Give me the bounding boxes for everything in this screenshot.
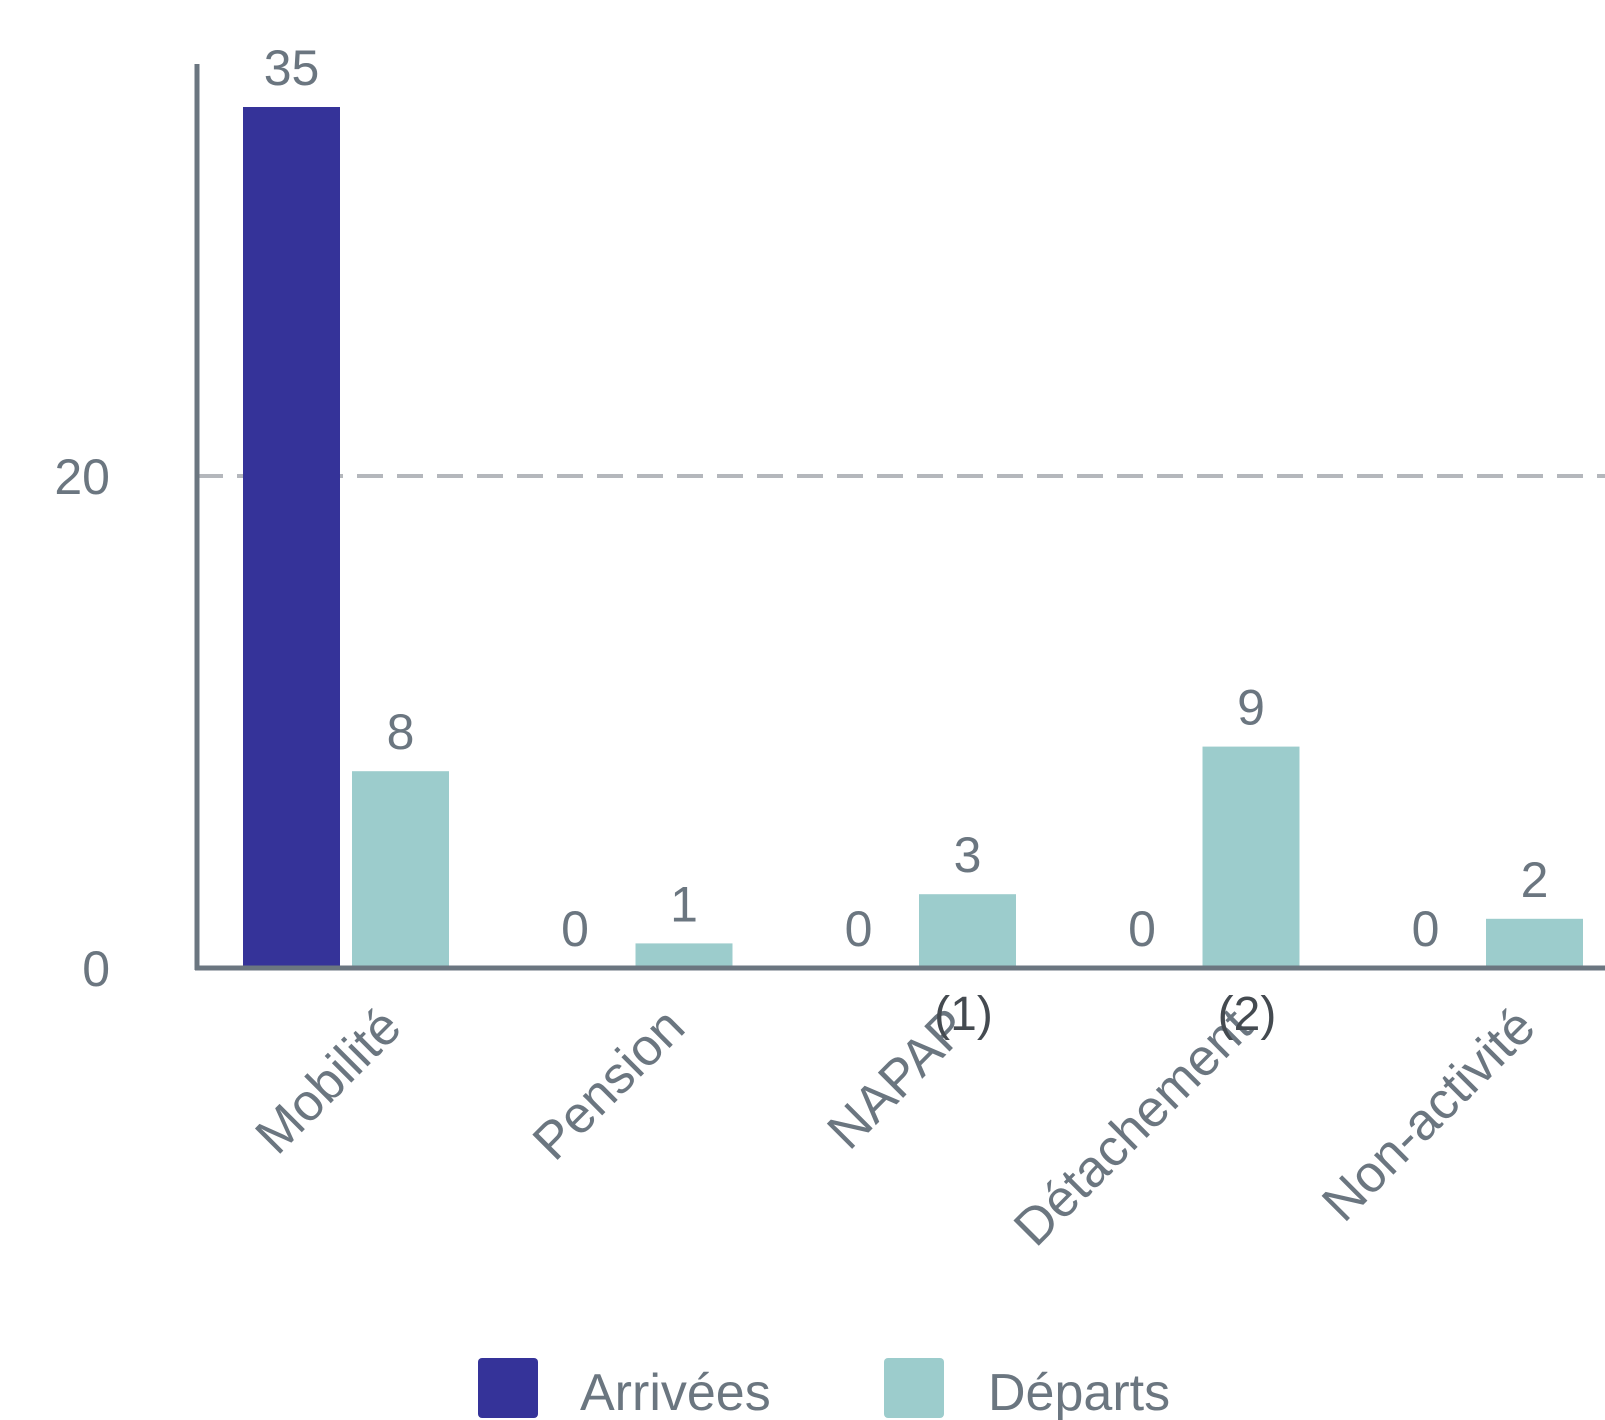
category-label: Non-activité xyxy=(1311,997,1546,1232)
data-label: 0 xyxy=(561,901,589,957)
data-label: 9 xyxy=(1237,680,1265,736)
y-tick-label: 0 xyxy=(82,941,110,997)
category-footnote: (1) xyxy=(934,988,993,1041)
legend-label: Arrivées xyxy=(580,1364,771,1420)
data-label: 3 xyxy=(954,827,982,883)
data-label: 0 xyxy=(845,901,873,957)
legend-swatch-dparts xyxy=(884,1358,944,1418)
data-label: 1 xyxy=(670,876,698,932)
y-tick-label: 20 xyxy=(54,449,110,505)
bar-dparts-2 xyxy=(919,894,1016,968)
data-label: 8 xyxy=(387,704,415,760)
category-label: Pension xyxy=(522,997,696,1171)
legend-label: Départs xyxy=(988,1364,1170,1420)
data-label: 0 xyxy=(1412,901,1440,957)
bar-dparts-1 xyxy=(635,943,733,968)
category-label: Mobilité xyxy=(245,997,413,1165)
bar-dparts-3 xyxy=(1202,746,1300,968)
legend: Arrivées Départs xyxy=(478,1358,1170,1420)
axes-layer xyxy=(194,64,1605,971)
legend-swatch-arrives xyxy=(478,1358,538,1418)
category-footnote: (2) xyxy=(1218,988,1277,1041)
bar-dparts-4 xyxy=(1486,918,1583,968)
data-label: 2 xyxy=(1521,852,1549,908)
data-label: 35 xyxy=(264,40,320,96)
bar-dparts-0 xyxy=(352,771,449,968)
bars-layer xyxy=(243,107,1583,968)
bar-arrives-0 xyxy=(243,107,340,968)
data-label: 0 xyxy=(1128,901,1156,957)
